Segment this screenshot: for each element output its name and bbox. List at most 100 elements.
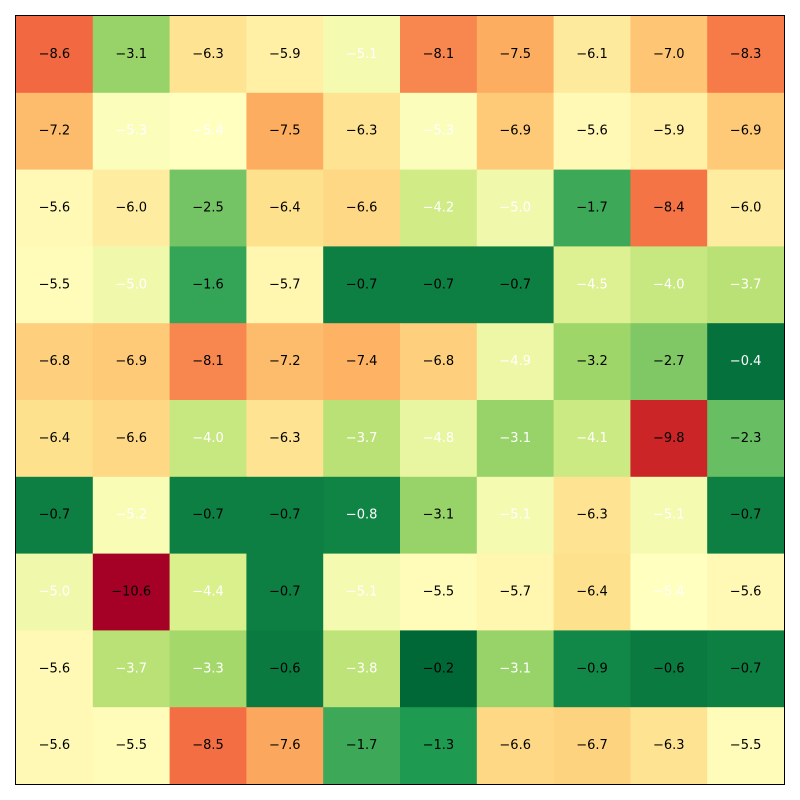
cell-value-label: −0.7: [269, 585, 301, 600]
heatmap-cell: [92, 16, 171, 94]
cell-value-label: −6.4: [269, 201, 301, 216]
cell-value-label: −6.1: [576, 47, 608, 62]
cell-value-label: −5.1: [653, 508, 685, 523]
cell-value-label: −6.0: [115, 201, 147, 216]
heatmap-cells: [16, 16, 785, 785]
heatmap-cell: [476, 630, 555, 708]
cell-value-label: −4.4: [192, 585, 224, 600]
cell-value-label: −6.3: [192, 47, 224, 62]
cell-value-label: −4.0: [192, 431, 224, 446]
cell-value-label: −4.5: [576, 277, 608, 292]
heatmap-cell: [246, 323, 324, 401]
cell-value-label: −8.3: [730, 47, 762, 62]
heatmap-cell: [707, 400, 785, 478]
heatmap-cell: [553, 630, 631, 708]
heatmap-cell: [169, 553, 247, 631]
cell-value-label: −0.7: [269, 508, 301, 523]
heatmap-labels: −8.6 −3.1 −6.3 −5.9 −5.1 −8.1 −7.5 −6.1 −7.0 −8.3…: [39, 47, 762, 753]
cell-value-label: −4.1: [576, 431, 608, 446]
cell-value-label: −6.9: [730, 124, 762, 139]
cell-value-label: −0.7: [730, 508, 762, 523]
heatmap-cell: [246, 630, 324, 708]
heatmap-cell: [553, 92, 631, 171]
heatmap-cell: [707, 630, 785, 708]
heatmap-cell: [553, 707, 631, 785]
heatmap-cell: [476, 323, 555, 401]
heatmap-cell: [630, 16, 708, 94]
heatmap-cell: [707, 92, 785, 171]
heatmap-cell: [630, 630, 708, 708]
heatmap-cell: [400, 323, 478, 401]
heatmap-cell: [553, 476, 631, 555]
cell-value-label: −0.9: [576, 661, 608, 676]
cell-value-label: −8.5: [192, 738, 224, 753]
cell-value-label: −5.4: [192, 124, 224, 139]
heatmap-cell: [16, 630, 94, 708]
cell-value-label: −1.3: [423, 738, 455, 753]
heatmap-cell: [16, 323, 94, 401]
heatmap-cell: [707, 169, 785, 247]
heatmap-cell: [92, 707, 171, 785]
heatmap-cell: [16, 16, 94, 94]
heatmap-cell: [707, 707, 785, 785]
cell-value-label: −4.8: [423, 431, 455, 446]
cell-value-label: −4.2: [423, 201, 455, 216]
cell-value-label: −7.5: [499, 47, 531, 62]
heatmap-cell: [323, 630, 401, 708]
heatmap-cell: [553, 16, 631, 94]
heatmap-cell: [323, 92, 401, 171]
heatmap-cell: [323, 476, 401, 555]
heatmap-cell: [476, 169, 555, 247]
heatmap-cell: [323, 16, 401, 94]
heatmap-cell: [630, 476, 708, 555]
cell-value-label: −3.7: [730, 277, 762, 292]
cell-value-label: −6.0: [730, 201, 762, 216]
cell-value-label: −5.5: [730, 738, 762, 753]
cell-value-label: −2.7: [653, 354, 685, 369]
cell-value-label: −6.6: [499, 738, 531, 753]
heatmap-cell: [476, 400, 555, 478]
cell-value-label: −5.6: [39, 661, 71, 676]
cell-value-label: −0.7: [499, 277, 531, 292]
cell-value-label: −7.5: [269, 124, 301, 139]
heatmap-cell: [476, 16, 555, 94]
cell-value-label: −5.9: [653, 124, 685, 139]
cell-value-label: −0.7: [39, 508, 71, 523]
heatmap-cell: [169, 707, 247, 785]
heatmap-cell: [92, 323, 171, 401]
cell-value-label: −4.9: [499, 354, 531, 369]
heatmap-cell: [400, 92, 478, 171]
cell-value-label: −0.2: [423, 661, 455, 676]
cell-value-label: −0.7: [346, 277, 378, 292]
cell-value-label: −5.1: [499, 508, 531, 523]
cell-value-label: −5.0: [39, 585, 71, 600]
heatmap-cell: [16, 707, 94, 785]
cell-value-label: −5.0: [115, 277, 147, 292]
heatmap-cell: [16, 400, 94, 478]
heatmap-cell: [246, 400, 324, 478]
heatmap-cell: [323, 553, 401, 631]
cell-value-label: −3.1: [423, 508, 455, 523]
heatmap-cell: [323, 400, 401, 478]
cell-value-label: −6.8: [39, 354, 71, 369]
heatmap-cell: [553, 246, 631, 324]
heatmap-cell: [476, 92, 555, 171]
heatmap-cell: [707, 16, 785, 94]
heatmap-cell: [246, 16, 324, 94]
cell-value-label: −0.7: [423, 277, 455, 292]
cell-value-label: −6.8: [423, 354, 455, 369]
heatmap-cell: [92, 476, 171, 555]
heatmap-cell: [400, 630, 478, 708]
cell-value-label: −1.6: [192, 277, 224, 292]
cell-value-label: −5.7: [269, 277, 301, 292]
cell-value-label: −7.6: [269, 738, 301, 753]
cell-value-label: −5.3: [423, 124, 455, 139]
heatmap-cell: [169, 630, 247, 708]
cell-value-label: −5.9: [269, 47, 301, 62]
heatmap-cell: [92, 169, 171, 247]
cell-value-label: −5.5: [39, 277, 71, 292]
heatmap-cell: [400, 400, 478, 478]
cell-value-label: −5.7: [499, 585, 531, 600]
heatmap-cell: [246, 169, 324, 247]
heatmap-cell: [246, 707, 324, 785]
